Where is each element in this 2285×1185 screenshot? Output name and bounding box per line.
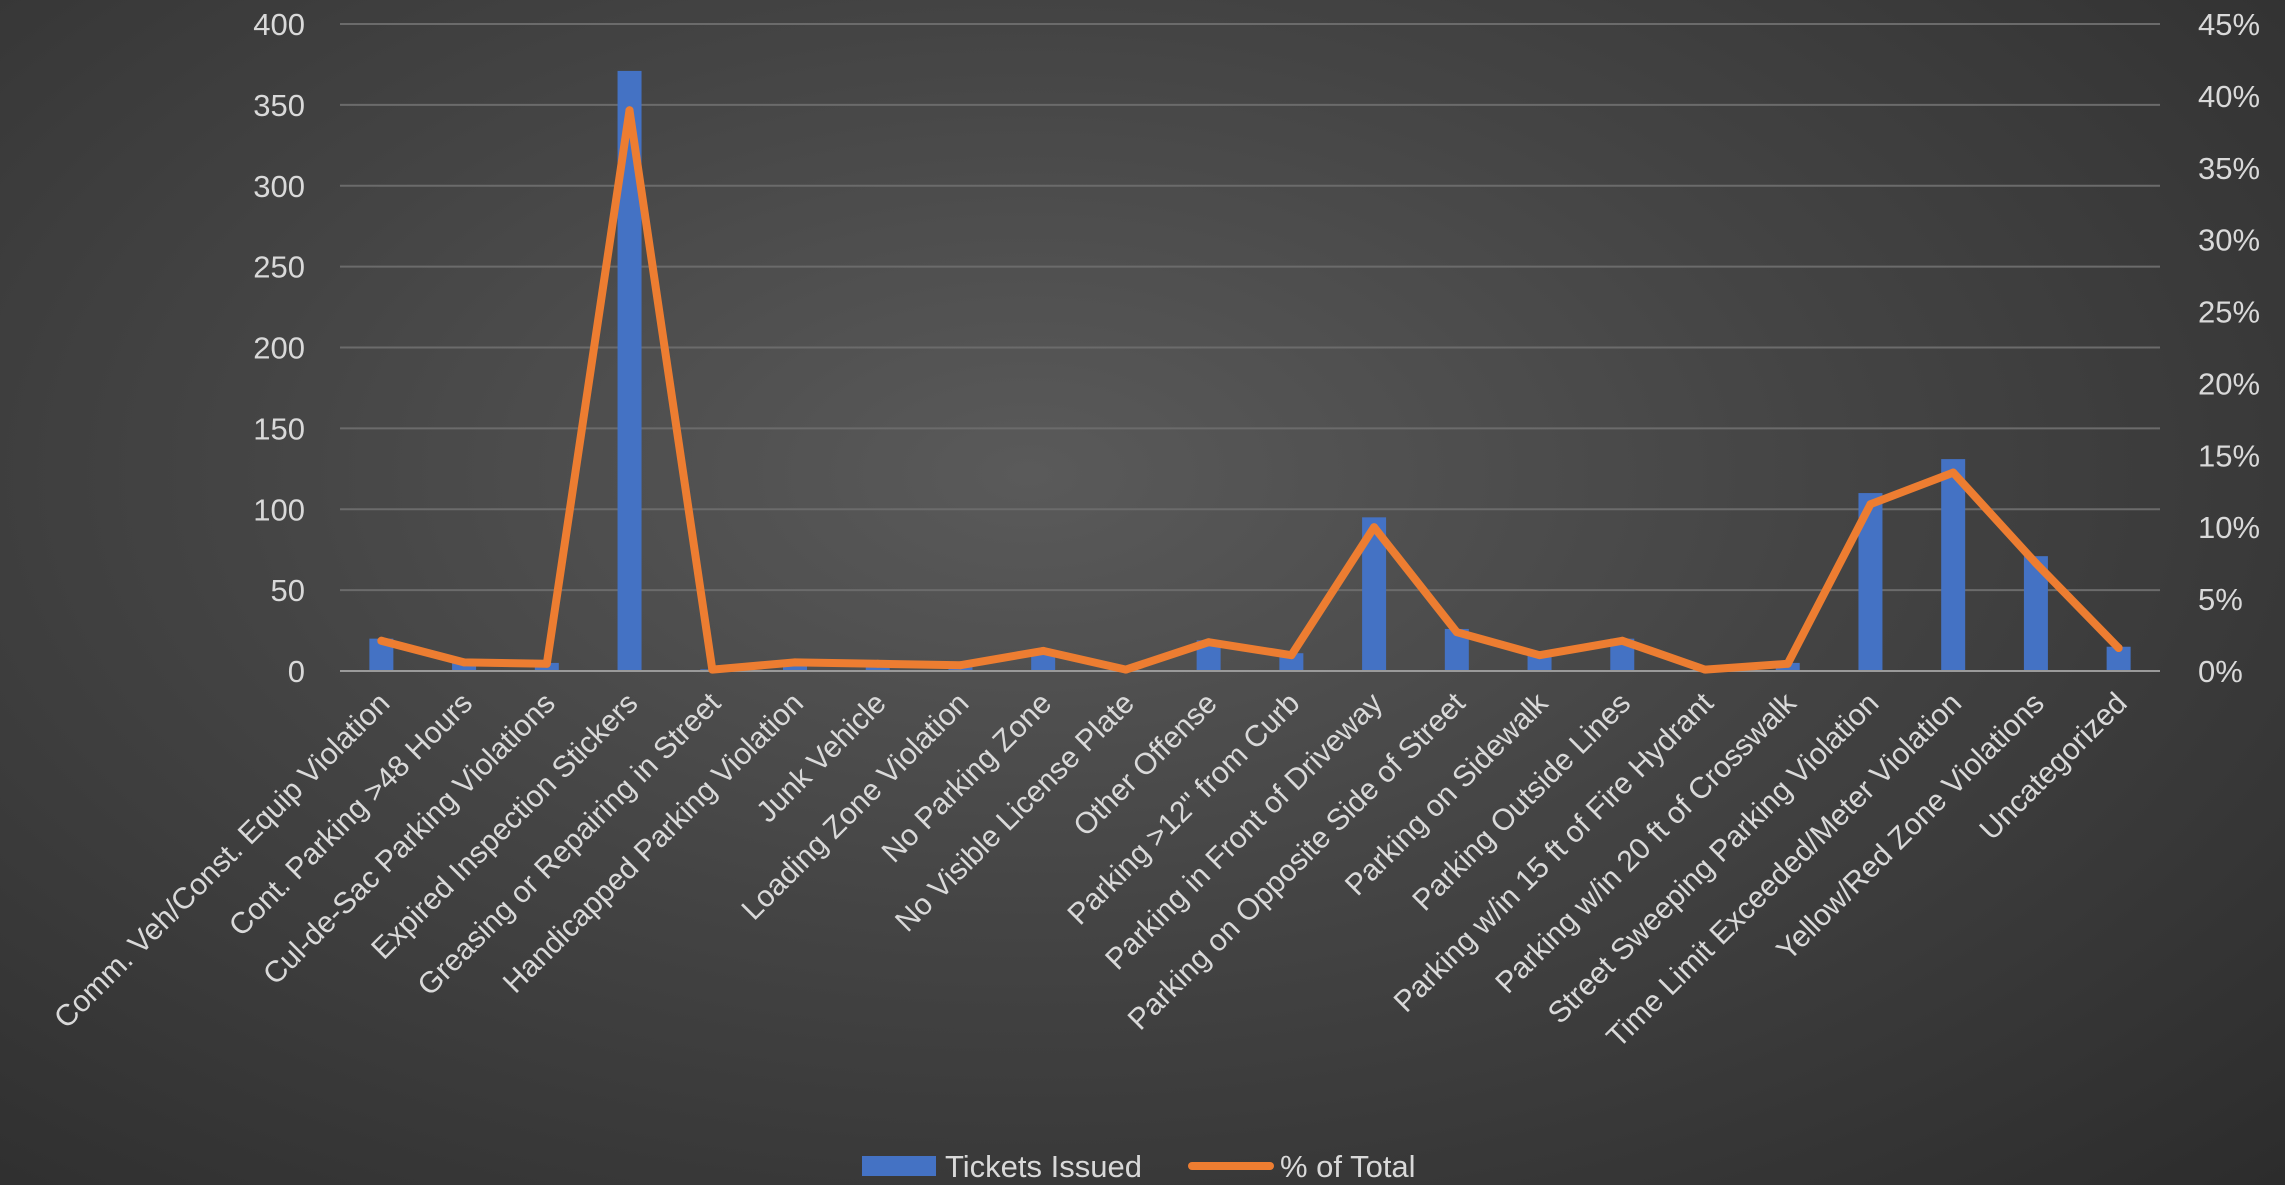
y-right-tick-label: 30% (2198, 223, 2260, 258)
y-right-tick-label: 0% (2198, 654, 2243, 689)
legend-swatch-tickets (862, 1156, 936, 1176)
line-point (2114, 643, 2123, 652)
y-left-tick-label: 0 (288, 654, 305, 689)
line-point (791, 658, 799, 667)
left-axis-ticks: 0 50 100 150 200 250 300 350 400 (253, 7, 305, 689)
line-point (1452, 628, 1461, 637)
line-point (1783, 659, 1792, 668)
right-axis-ticks: 0% 5% 10% 15% 20% 25% 30% 35% 40% 45% (2198, 7, 2260, 689)
line-point (956, 661, 965, 670)
category-label: Parking w/in 20 ft of Crosswalk (1489, 686, 1803, 1000)
line-point (377, 636, 386, 645)
legend: Tickets Issued % of Total (862, 1149, 1416, 1184)
line-point (1949, 468, 1958, 477)
y-left-tick-label: 250 (253, 250, 305, 285)
y-right-tick-label: 40% (2198, 79, 2260, 114)
legend-label-percent: % of Total (1280, 1149, 1416, 1184)
y-right-tick-label: 35% (2198, 151, 2260, 186)
category-label: Greasing or Repairing in Street (411, 686, 727, 1002)
gridlines (340, 23, 2160, 592)
line-point (1866, 500, 1875, 509)
y-right-tick-label: 45% (2198, 7, 2260, 42)
line-point (2031, 559, 2040, 568)
line-point (1287, 651, 1296, 660)
line-point (1370, 523, 1379, 532)
y-right-tick-label: 5% (2198, 582, 2243, 617)
line-point (1535, 651, 1544, 660)
category-label: Other Offense (1067, 687, 1223, 843)
percent-series-line (377, 106, 2123, 674)
y-left-tick-label: 400 (253, 7, 305, 42)
y-right-tick-label: 20% (2198, 366, 2260, 401)
y-left-tick-label: 100 (253, 492, 305, 527)
line-point (1618, 636, 1627, 645)
line-point (873, 659, 882, 668)
line-point (1701, 665, 1709, 674)
line-point (708, 665, 717, 674)
category-label: Handicapped Parking Violation (497, 687, 810, 1000)
line-point (1039, 646, 1048, 655)
line-point (460, 658, 469, 667)
line-point (625, 106, 634, 115)
line-point (1121, 665, 1130, 674)
y-left-tick-label: 350 (253, 88, 305, 123)
line-point (542, 659, 551, 668)
category-label: Comm. Veh/Const. Equip Violation (48, 687, 396, 1035)
y-left-tick-label: 150 (253, 411, 305, 446)
bar (1941, 459, 1966, 671)
line-point (1204, 638, 1213, 647)
y-right-tick-label: 25% (2198, 295, 2260, 330)
category-label: Uncategorized (1973, 687, 2133, 847)
y-left-tick-label: 200 (253, 331, 305, 366)
y-left-tick-label: 50 (271, 573, 305, 608)
y-right-tick-label: 10% (2198, 510, 2260, 545)
y-right-tick-label: 15% (2198, 438, 2260, 473)
legend-label-tickets: Tickets Issued (945, 1149, 1142, 1184)
percent-line (377, 106, 2123, 674)
y-left-tick-label: 300 (253, 169, 305, 204)
